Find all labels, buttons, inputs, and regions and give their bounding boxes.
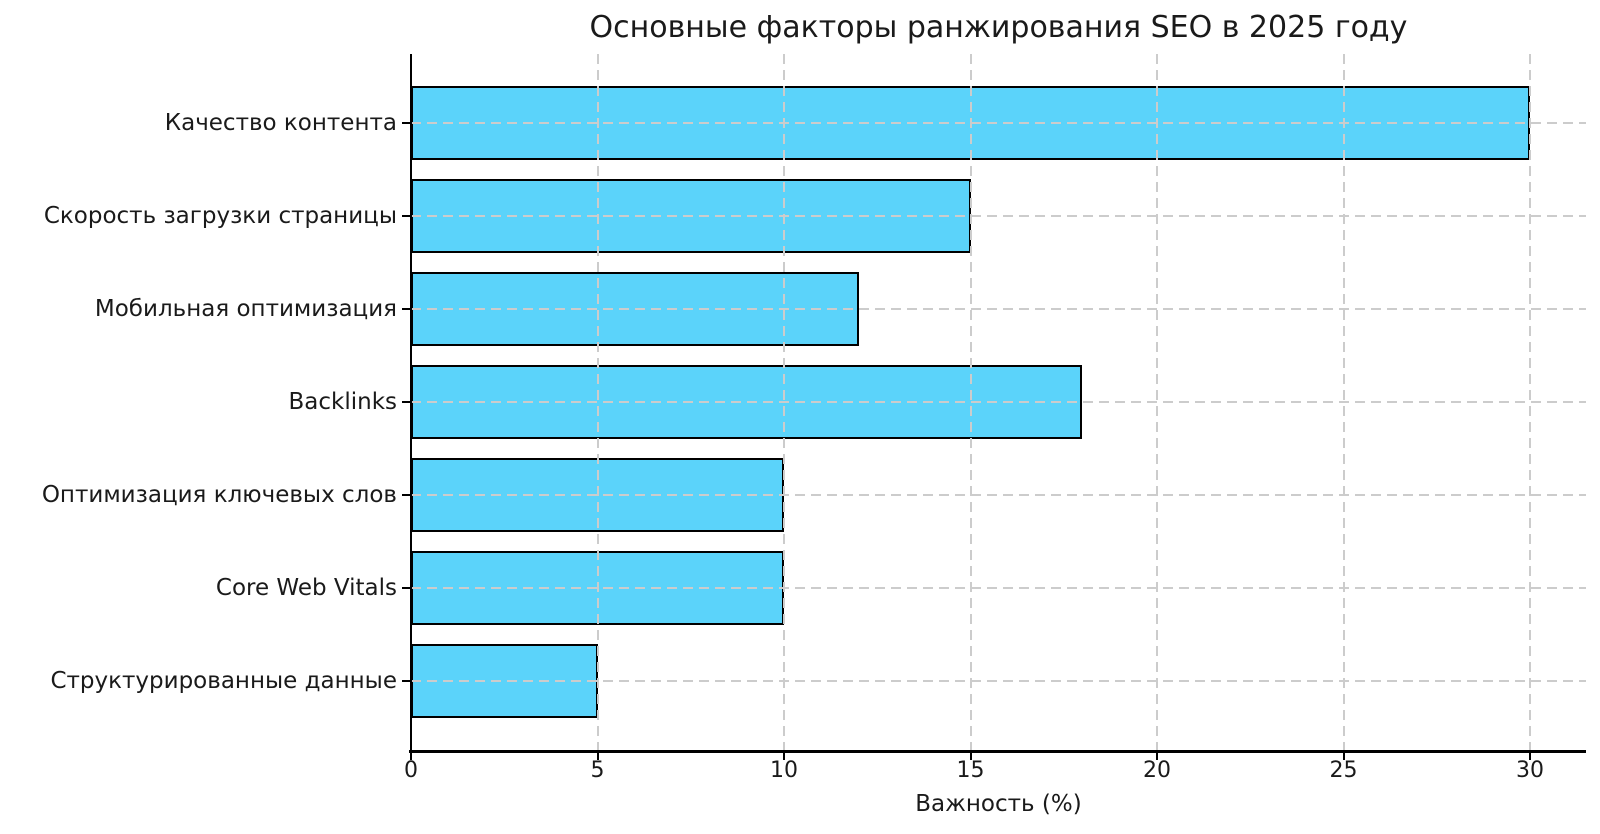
x-tick-mark	[410, 753, 412, 760]
bar	[411, 271, 859, 347]
x-tick-label: 10	[770, 758, 799, 783]
y-tick-mark	[402, 121, 410, 124]
x-tick-label: 0	[404, 758, 418, 783]
x-tick-mark	[1529, 753, 1532, 760]
x-tick-mark	[969, 753, 972, 760]
x-tick-label: 20	[1143, 758, 1172, 783]
y-tick-mark	[402, 494, 410, 497]
x-axis-spine	[409, 750, 1586, 753]
y-tick-label: Структурированные данные	[50, 668, 397, 695]
bar	[411, 643, 598, 719]
bar	[411, 550, 785, 626]
x-tick-mark	[1342, 753, 1345, 760]
y-tick-label: Качество контента	[164, 109, 397, 136]
y-axis-spine	[410, 54, 412, 751]
y-tick-mark	[402, 307, 410, 310]
plot-area	[409, 54, 1586, 753]
x-tick-mark	[783, 753, 786, 760]
bar	[411, 457, 785, 533]
x-tick-mark	[1156, 753, 1159, 760]
y-tick-mark	[402, 401, 410, 403]
x-tick-label: 5	[590, 758, 605, 783]
x-tick-mark	[596, 753, 599, 760]
y-tick-label: Мобильная оптимизация	[94, 295, 397, 322]
bars-layer	[411, 54, 1586, 750]
x-tick-label: 25	[1329, 758, 1358, 783]
bar	[411, 85, 1531, 161]
y-tick-mark	[402, 587, 410, 590]
y-tick-label: Оптимизация ключевых слов	[41, 482, 397, 509]
y-tick-label: Core Web Vitals	[215, 575, 397, 602]
chart-title: Основные факторы ранжирования SEO в 2025…	[589, 10, 1408, 45]
x-axis-label: Важность (%)	[915, 791, 1082, 817]
y-tick-mark	[402, 214, 410, 217]
y-tick-mark	[402, 680, 410, 683]
y-tick-label: Backlinks	[288, 389, 398, 415]
x-tick-label: 15	[956, 758, 985, 783]
bar	[411, 178, 971, 254]
bar	[411, 364, 1083, 440]
x-tick-label: 30	[1516, 758, 1545, 783]
y-tick-label: Скорость загрузки страницы	[43, 202, 397, 229]
